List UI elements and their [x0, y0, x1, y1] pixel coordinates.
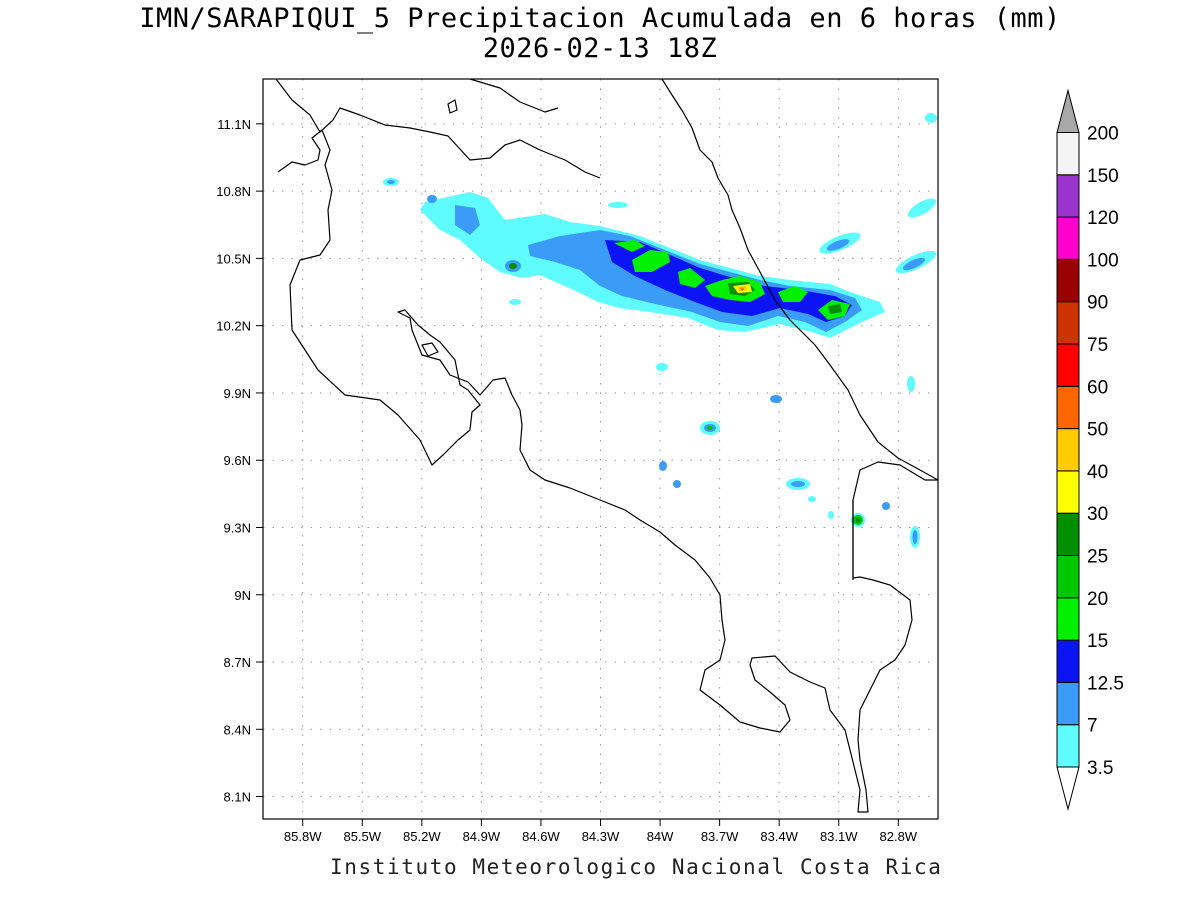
title-line-1: IMN/SARAPIQUI_5 Precipitacion Acumulada …	[139, 3, 1061, 34]
precip-cell	[882, 502, 890, 510]
colorbar-label: 200	[1087, 124, 1119, 145]
institution-footer: Instituto Meteorologico Nacional Costa R…	[330, 855, 943, 879]
precip-cell	[826, 239, 850, 251]
y-tick-label: 8.4N	[224, 722, 251, 737]
x-tick-label: 83.4W	[760, 829, 798, 844]
y-tick-label: 9N	[234, 588, 251, 603]
colorbar-segment	[1056, 597, 1080, 641]
x-tick-label: 83.7W	[701, 829, 739, 844]
colorbar-label: 15	[1087, 631, 1108, 652]
precip-cell	[925, 113, 937, 123]
x-tick-label: 85.5W	[343, 829, 381, 844]
y-tick-label: 9.6N	[224, 453, 251, 468]
lake-island	[447, 99, 458, 114]
colorbar-label: 7	[1087, 716, 1098, 737]
x-tick-label: 85.8W	[284, 829, 322, 844]
colorbar-segment	[1056, 385, 1080, 430]
colorbar-label: 40	[1087, 462, 1108, 483]
y-tick-label: 11.1N	[217, 117, 251, 132]
y-axis-ticks: 11.1N 10.8N 10.5N 10.2N 9.9N 9.6N 9.3N 9N 8.7N 8.…	[216, 117, 263, 805]
y-tick-label: 9.9N	[224, 386, 251, 401]
x-axis-ticks: 85.8W 85.5W 85.2W 84.9W 84.6W 84.3W 84W 83.7W 83…	[284, 819, 918, 844]
precip-cell	[608, 202, 628, 208]
colorbar-label: 50	[1087, 420, 1108, 441]
precip-cell	[828, 511, 834, 519]
precip-cell	[907, 198, 937, 218]
colorbar-segment	[1056, 258, 1080, 303]
precip-peak-50mm	[740, 287, 744, 291]
precip-cell	[770, 395, 782, 403]
colorbar-label: 90	[1087, 293, 1108, 314]
gulf-island	[421, 342, 439, 357]
colorbar-label: 150	[1087, 166, 1119, 187]
x-tick-label: 85.2W	[403, 829, 441, 844]
colorbar-label: 100	[1087, 250, 1119, 271]
title-line-2: 2026-02-13 18Z	[482, 33, 718, 64]
precip-cell	[808, 496, 816, 502]
y-tick-label: 10.2N	[216, 319, 251, 334]
colorbar-segment	[1056, 555, 1080, 599]
precip-cell	[659, 461, 667, 471]
precip-cell	[387, 180, 395, 184]
colorbar-label: 75	[1087, 335, 1108, 356]
precip-core-25mm	[728, 282, 842, 314]
y-tick-label: 8.1N	[224, 790, 251, 805]
precip-cell	[791, 481, 805, 487]
x-tick-label: 83.1W	[820, 829, 858, 844]
map-grid	[263, 79, 938, 819]
nicaragua-lake-shore	[275, 79, 601, 179]
x-tick-label: 84.6W	[522, 829, 560, 844]
precip-cell	[912, 530, 918, 544]
y-tick-label: 10.8N	[216, 184, 251, 199]
x-tick-label: 82.8W	[880, 829, 918, 844]
precip-cell	[707, 426, 713, 430]
colorbar-segment	[1056, 132, 1080, 176]
colorbar-segment	[1056, 724, 1080, 768]
colorbar-segment	[1056, 512, 1080, 557]
precip-cell	[673, 480, 681, 488]
precip-cell	[902, 257, 926, 271]
nicaragua-caribbean-coast	[469, 79, 559, 113]
y-tick-label: 10.5N	[216, 251, 251, 266]
colorbar-segment	[1056, 428, 1080, 472]
colorbar-label: 30	[1087, 504, 1108, 525]
precip-cell	[907, 376, 915, 392]
x-tick-label: 84.9W	[463, 829, 501, 844]
plot-frame	[262, 78, 939, 820]
colorbar-label: 25	[1087, 547, 1108, 568]
y-tick-label: 9.3N	[224, 520, 251, 535]
colorbar-label: 120	[1087, 208, 1119, 229]
coastlines-and-borders	[275, 79, 938, 813]
colorbar-segment	[1056, 639, 1080, 683]
colorbar-segment	[1056, 470, 1080, 514]
colorbar-segment	[1056, 301, 1080, 345]
colorbar-segment	[1056, 216, 1080, 260]
colorbar-segment	[1056, 174, 1080, 218]
colorbar-label: 20	[1087, 589, 1108, 610]
precip-cell	[656, 363, 668, 371]
colorbar-label: 60	[1087, 377, 1108, 398]
precip-cell	[855, 517, 861, 523]
x-tick-label: 84.3W	[582, 829, 620, 844]
colorbar-segment	[1056, 343, 1080, 387]
precip-cell	[509, 263, 517, 269]
map-title: IMN/SARAPIQUI_5 Precipitacion Acumulada …	[0, 4, 1200, 64]
colorbar-label: 3.5	[1087, 758, 1113, 779]
colorbar-legend: 3.5 7 12.5 15 20 25 30 40 50 60 75 90 100 120 150 200	[1056, 88, 1124, 811]
precip-cell	[509, 299, 521, 305]
colorbar-segment	[1056, 681, 1080, 726]
colorbar-under-triangle	[1056, 766, 1080, 811]
precip-band-15mm	[614, 240, 850, 320]
caribbean-coast	[661, 79, 938, 481]
y-tick-label: 8.7N	[224, 655, 251, 670]
precipitation-field	[383, 113, 937, 548]
colorbar-label: 12.5	[1087, 673, 1124, 694]
colorbar-over-triangle	[1056, 88, 1080, 133]
x-tick-label: 84W	[647, 829, 674, 844]
nicaragua-costa-rica-border	[277, 129, 938, 813]
precip-cell	[427, 195, 437, 203]
